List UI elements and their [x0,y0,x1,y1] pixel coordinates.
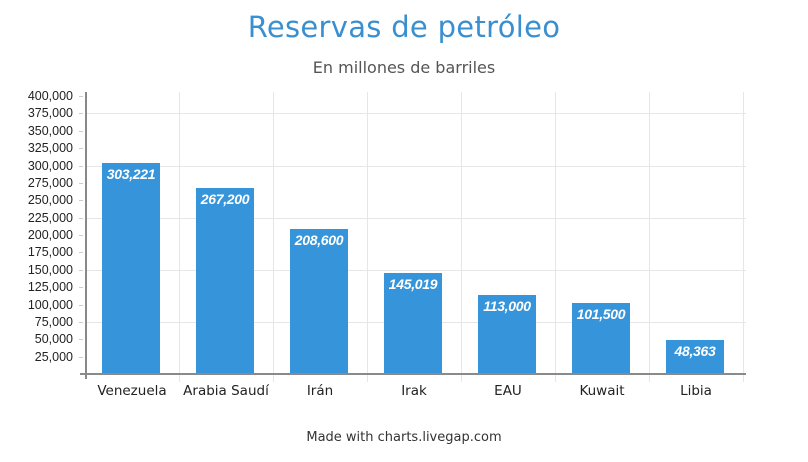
y-axis-tick-label: 75,000 [34,314,73,329]
gridline-vertical [743,92,744,382]
x-axis-category-label: Libia [680,383,712,399]
gridline-horizontal [86,113,746,115]
chart-subtitle: En millones de barriles [312,58,496,77]
y-axis-tick-mark [79,96,83,97]
bar-value-label: 208,600 [294,232,344,249]
bar-arabia-saudi[interactable]: 267,200 [196,188,254,374]
y-axis-tick-label: 100,000 [27,297,73,312]
gridline-vertical [649,92,650,382]
x-axis-category-label: Arabia Saudí [183,383,269,399]
y-axis-tick-mark [79,235,83,236]
y-axis-tick-label: 25,000 [34,349,73,364]
x-axis-category-label: Kuwait [579,383,625,399]
y-axis-tick-mark [79,200,83,202]
y-axis-tick-mark [79,113,83,115]
y-axis-tick-mark [79,182,83,184]
gridline-vertical [461,92,462,382]
y-axis-tick-label: 250,000 [27,193,73,208]
chart-title: Reservas de petróleo [247,10,561,44]
y-axis-tick-label: 350,000 [27,123,73,138]
y-axis-tick-label: 50,000 [34,332,73,347]
bar-value-label: 101,500 [576,306,626,323]
y-axis-tick-label: 325,000 [27,141,73,156]
y-axis-tick-mark [79,287,83,289]
bar-value-label: 145,019 [388,276,438,293]
x-axis-category-label: Irán [306,383,334,399]
gridline-vertical [179,92,180,382]
y-axis-tick-mark [79,339,83,341]
y-axis-tick-label: 275,000 [27,175,73,190]
y-axis-line [85,92,87,379]
x-axis-category-label: Venezuela [97,383,167,399]
gridline-vertical [555,92,556,382]
gridline-horizontal [86,269,746,271]
bar-irak[interactable]: 145,019 [384,273,442,374]
gridline-vertical [273,92,274,382]
bar-value-label: 267,200 [200,191,250,208]
y-axis-tick-mark [79,304,83,306]
y-axis-tick-label: 225,000 [27,210,73,225]
y-axis-tick-mark [79,252,83,254]
bar-value-label: 303,221 [106,166,156,183]
y-axis-tick-mark [79,217,83,219]
footer-credit: Made with charts.livegap.com [306,430,502,445]
y-axis-tick-label: 175,000 [27,245,73,260]
y-axis-tick-mark [79,321,83,323]
y-axis-tick-mark [79,165,83,167]
y-axis-tick-mark [79,269,83,271]
gridline-horizontal [86,217,746,219]
bar-value-label: 113,000 [483,298,531,315]
x-axis-category-label: EAU [494,383,522,399]
y-axis-tick-label: 300,000 [27,158,73,173]
gridline-vertical [367,92,368,382]
x-axis-line [80,373,746,375]
y-axis-tick-label: 375,000 [27,106,73,121]
y-axis-tick-label: 200,000 [27,228,73,242]
bar-libia[interactable]: 48,363 [666,340,724,374]
y-axis-tick-label: 125,000 [27,280,73,295]
bar-venezuela[interactable]: 303,221 [102,163,160,374]
y-axis-tick-mark [79,148,83,150]
bar-kuwait[interactable]: 101,500 [572,303,630,374]
x-axis-category-label: Irak [401,383,427,399]
y-axis-tick-label: 150,000 [27,262,73,277]
y-axis-tick-mark [79,130,83,132]
y-axis-tick-label: 400,000 [27,89,73,103]
bar-iran[interactable]: 208,600 [290,229,348,374]
bar-eau[interactable]: 113,000 [478,295,536,374]
bar-value-label: 48,363 [674,343,716,360]
y-axis-tick-mark [79,356,83,358]
gridline-horizontal [86,165,746,167]
